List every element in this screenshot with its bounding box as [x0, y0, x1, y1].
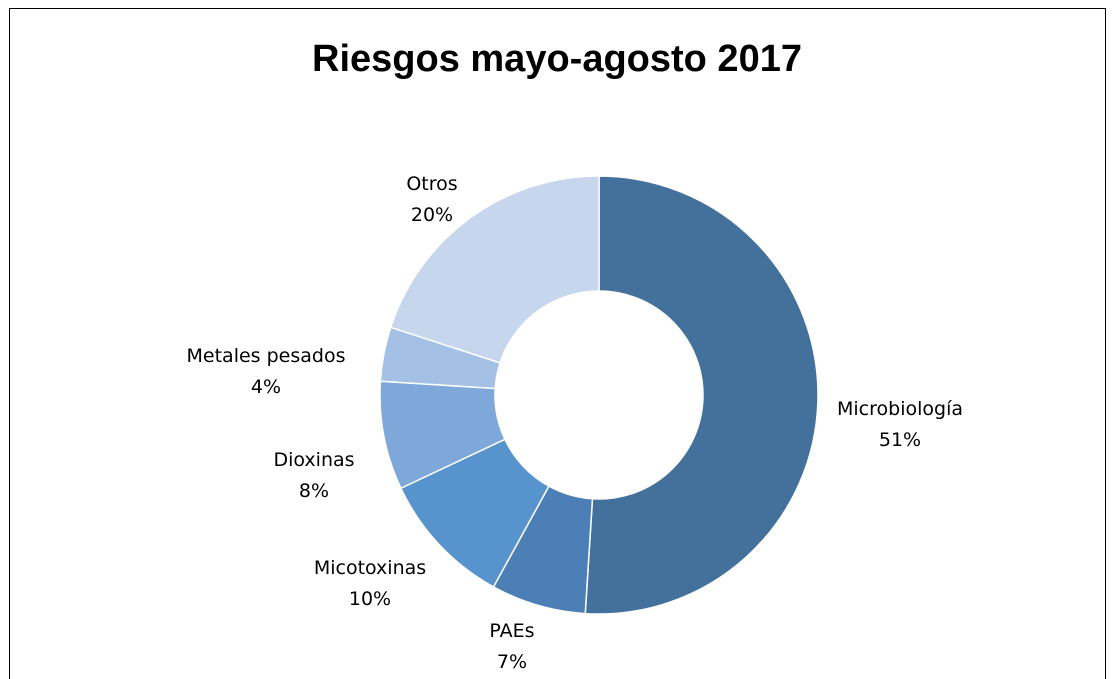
slice-percent-label: 51%: [879, 429, 921, 451]
donut-slice-microbiolog-a: [584, 175, 819, 615]
slice-percent-label: 8%: [299, 480, 329, 502]
slice-label: Dioxinas: [273, 449, 354, 471]
slice-percent-label: 20%: [411, 204, 453, 226]
slice-label: Metales pesados: [187, 345, 346, 367]
slice-label: Micotoxinas: [314, 557, 426, 579]
slice-percent-label: 7%: [497, 651, 527, 673]
slice-label: Microbiología: [837, 398, 963, 420]
chart-title: Riesgos mayo-agosto 2017: [312, 38, 802, 80]
slice-label: Otros: [406, 173, 457, 195]
donut-slice-otros: [389, 175, 600, 364]
slice-percent-label: 4%: [251, 376, 281, 398]
slice-percent-label: 10%: [349, 588, 391, 610]
slice-label: PAEs: [489, 620, 534, 642]
chart-frame: [9, 8, 1106, 679]
